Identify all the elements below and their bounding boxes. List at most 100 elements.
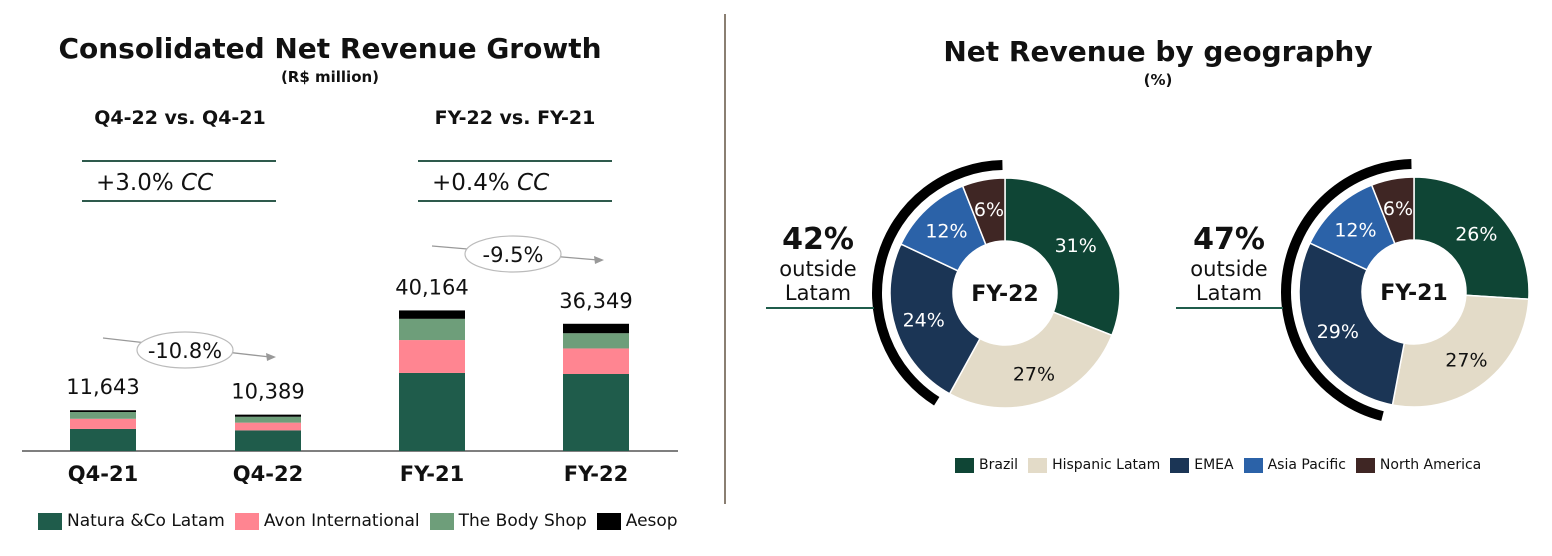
donut-slice-brazil-fy22	[1004, 177, 1121, 337]
legend-swatch-tbs	[429, 512, 454, 530]
bar-segment-avon-q4-22	[235, 422, 301, 431]
donut-value-label-emea-fy22: 24%	[903, 309, 945, 331]
legend-item-tbs: The Body Shop	[429, 511, 587, 531]
bar-segment-avon-fy-21	[399, 340, 465, 373]
bar-legend: Natura &Co Latam Avon International The …	[38, 511, 688, 531]
bar-segment-natura-q4-22	[235, 430, 301, 451]
bar-segment-tbs-fy-21	[399, 318, 465, 341]
change-label: -9.5%	[483, 243, 544, 267]
legend-label-hispanic: Hispanic Latam	[1052, 457, 1161, 473]
legend-item-avon: Avon International	[234, 511, 420, 531]
bar-segment-aesop-fy-21	[399, 310, 465, 319]
donut-slice-emea-fy22	[889, 243, 981, 395]
bar-segment-aesop-q4-21	[70, 410, 136, 412]
change-ellipse	[464, 235, 562, 273]
bar-segment-aesop-fy-22	[563, 323, 629, 334]
growth-value-year: +0.4%	[432, 170, 510, 196]
legend-swatch-avon	[234, 512, 259, 530]
latam-word-fy22: Latam	[784, 281, 852, 305]
outside-word-fy21: outside	[1190, 257, 1268, 281]
left-chart-title: Consolidated Net Revenue Growth	[58, 32, 602, 65]
growth-value-quarter: +3.0%	[96, 170, 174, 196]
legend-item-brazil: Brazil	[955, 457, 1018, 473]
bar-segment-natura-fy-21	[399, 372, 465, 451]
bar-total-label: 36,349	[559, 289, 632, 313]
bar-segment-natura-fy-22	[563, 374, 629, 451]
bar-total-label: 10,389	[231, 380, 304, 404]
change-label: -10.8%	[148, 339, 222, 363]
bar-total-label: 11,643	[66, 375, 139, 399]
change-ellipse	[136, 331, 234, 369]
x-tick-label: Q4-21	[68, 462, 138, 486]
legend-item-hispanic: Hispanic Latam	[1028, 457, 1160, 473]
legend-label-aesop: Aesop	[625, 511, 678, 531]
donut-slice-brazil-fy21	[1413, 176, 1530, 301]
stacked-bar-chart: 11,643 Q4-21 10,389 Q4-22 40,164 FY-21 36,349 F…	[22, 235, 678, 486]
legend-swatch-natura	[38, 512, 62, 530]
legend-label-natura: Natura &Co Latam	[67, 511, 225, 531]
comparison-label-year: FY-22 vs. FY-21	[434, 107, 596, 129]
outside-latam-pct-fy22: 42%	[782, 222, 854, 257]
bar-segment-tbs-q4-22	[235, 416, 301, 423]
legend-item-na: North America	[1355, 457, 1482, 473]
growth-box-year: +0.4% CC	[418, 160, 612, 202]
comparison-label-quarter: Q4-22 vs. Q4-21	[94, 107, 266, 129]
donut-value-label-brazil-fy21: 26%	[1455, 223, 1497, 245]
donut-slice-emea-fy21	[1298, 242, 1406, 406]
x-tick-label: Q4-22	[233, 462, 303, 486]
bar-segment-natura-q4-21	[70, 428, 136, 451]
donut-center-label-fy22: FY-22	[971, 282, 1038, 307]
donut-value-label-emea-fy21: 29%	[1317, 321, 1359, 343]
legend-item-apac: Asia Pacific	[1243, 457, 1346, 473]
change-arrow-head	[594, 256, 604, 264]
outside-latam-arc-fy22	[872, 160, 1003, 406]
donut-slice-hispanic-fy22	[948, 311, 1113, 409]
bar-segment-tbs-q4-21	[70, 411, 136, 419]
latam-word-fy21: Latam	[1195, 281, 1263, 305]
donut-value-label-na-fy22: 6%	[974, 199, 1004, 221]
legend-swatch-aesop	[596, 512, 621, 530]
change-arrow-head	[266, 353, 276, 361]
legend-swatch-brazil	[955, 457, 974, 473]
bar-segment-avon-q4-21	[70, 418, 136, 429]
right-chart-title: Net Revenue by geography	[943, 35, 1373, 68]
geo-legend: Brazil Hispanic Latam EMEA Asia Pacific …	[955, 457, 1491, 473]
legend-label-na: North America	[1379, 457, 1482, 473]
donut-value-label-na-fy21: 6%	[1383, 198, 1413, 220]
donut-value-label-hispanic-fy21: 27%	[1445, 350, 1487, 372]
donut-center-label-fy21: FY-21	[1380, 281, 1447, 306]
legend-label-emea: EMEA	[1194, 457, 1234, 473]
right-chart-subtitle: (%)	[1143, 71, 1173, 89]
growth-box-quarter: +3.0% CC	[82, 160, 276, 202]
outside-latam-pct-fy21: 47%	[1193, 222, 1265, 257]
legend-item-aesop: Aesop	[596, 511, 678, 531]
donut-value-label-brazil-fy22: 31%	[1055, 235, 1097, 257]
legend-label-brazil: Brazil	[979, 457, 1019, 473]
legend-swatch-apac	[1243, 457, 1263, 473]
bar-segment-tbs-fy-22	[563, 333, 629, 349]
outside-latam-text-fy22: outside Latam	[758, 257, 878, 305]
donut-value-label-hispanic-fy22: 27%	[1013, 363, 1055, 385]
x-tick-label: FY-22	[564, 462, 628, 486]
outside-latam-text-fy21: outside Latam	[1169, 257, 1289, 305]
donut-slice-na-fy21	[1370, 176, 1415, 245]
outside-latam-arc-fy21	[1281, 159, 1412, 421]
growth-unit-quarter: CC	[181, 170, 214, 196]
legend-label-avon: Avon International	[263, 511, 420, 531]
x-tick-label: FY-21	[400, 462, 464, 486]
outside-word-fy22: outside	[779, 257, 857, 281]
bar-segment-avon-fy-22	[563, 348, 629, 374]
legend-swatch-emea	[1170, 457, 1190, 473]
left-chart-subtitle: (R$ million)	[280, 68, 380, 86]
donut-slice-hispanic-fy21	[1391, 294, 1530, 408]
legend-item-emea: EMEA	[1170, 457, 1234, 473]
bar-segment-aesop-q4-22	[235, 414, 301, 417]
donut-slice-na-fy22	[961, 177, 1006, 246]
panel-divider	[724, 14, 726, 504]
legend-swatch-hispanic	[1028, 457, 1048, 473]
legend-swatch-na	[1355, 457, 1375, 473]
donut-value-label-apac-fy21: 12%	[1334, 220, 1376, 242]
donut-value-label-apac-fy22: 12%	[925, 221, 967, 243]
legend-item-natura: Natura &Co Latam	[38, 511, 225, 531]
